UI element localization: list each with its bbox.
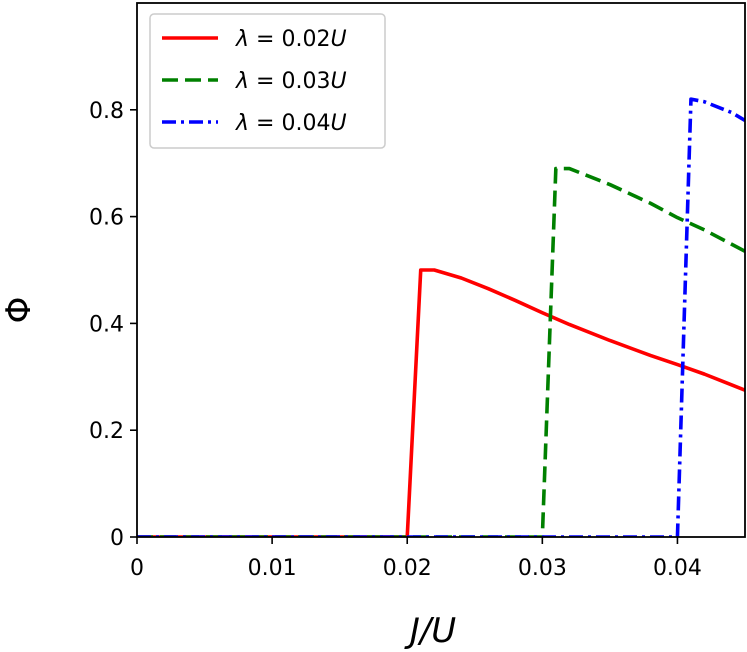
legend-label-3: λ = 0.04U xyxy=(235,111,347,136)
legend-label-part: λ xyxy=(235,69,249,94)
plot-frame xyxy=(136,2,746,538)
legend-label-part: λ xyxy=(235,27,249,52)
series-layer xyxy=(137,97,745,537)
legend-label-part: U xyxy=(330,27,346,52)
y-tick-label: 0.2 xyxy=(89,419,124,444)
legend-label-part: λ xyxy=(235,111,249,136)
x-tick-label: 0.04 xyxy=(653,556,702,581)
x-tick-label: 0.01 xyxy=(248,556,297,581)
x-tick-label: 0.02 xyxy=(383,556,432,581)
legend-label-2: λ = 0.03U xyxy=(235,69,347,94)
legend-label-part: = 0.03 xyxy=(249,69,330,94)
legend-label-part: U xyxy=(330,111,346,136)
y-tick-label: 0 xyxy=(110,526,124,551)
x-tick-label: 0 xyxy=(130,556,144,581)
legend-label-part: = 0.04 xyxy=(249,111,330,136)
y-tick-label: 0.8 xyxy=(89,99,124,124)
legend-label-part: = 0.02 xyxy=(249,27,330,52)
series-line-3 xyxy=(137,97,745,537)
legend-label-part: U xyxy=(330,69,346,94)
y-tick-label: 0.6 xyxy=(89,206,124,231)
y-axis: 0 0.2 0.4 0.6 0.8 xyxy=(89,99,137,551)
legend-box xyxy=(149,13,386,149)
x-tick-label: 0.03 xyxy=(518,556,567,581)
y-axis-label: Φ xyxy=(0,297,39,324)
series-line-2 xyxy=(137,166,745,537)
x-axis: 0 0.01 0.02 0.03 0.04 xyxy=(130,537,702,581)
legend-label-1: λ = 0.02U xyxy=(235,27,347,52)
series-line-1 xyxy=(137,268,745,537)
x-axis-label: J/U xyxy=(404,611,456,651)
y-tick-label: 0.4 xyxy=(89,312,124,337)
